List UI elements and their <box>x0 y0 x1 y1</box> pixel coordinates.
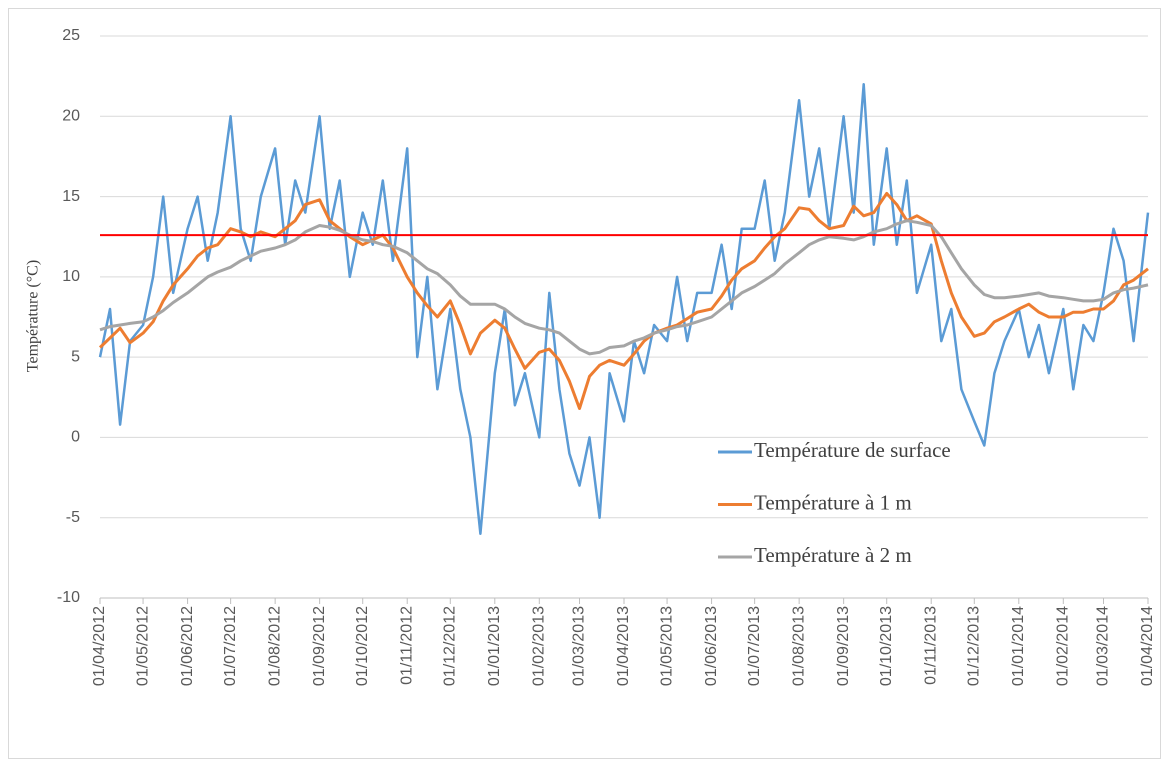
x-tick-label: 01/07/2012 <box>222 606 239 686</box>
y-tick-label: 5 <box>71 348 80 365</box>
x-tick-label: 01/01/2013 <box>486 606 503 686</box>
x-tick-label: 01/11/2013 <box>922 606 939 685</box>
y-axis-label: Température (°C) <box>25 260 42 372</box>
x-tick-label: 01/06/2013 <box>703 606 720 686</box>
y-tick-label: -5 <box>66 509 80 526</box>
x-tick-label: 01/10/2013 <box>878 606 895 686</box>
x-tick-label: 01/08/2013 <box>790 606 807 686</box>
legend-label: Température de surface <box>754 438 951 462</box>
x-tick-label: 01/04/2014 <box>1139 606 1156 686</box>
x-tick-label: 01/03/2013 <box>571 606 588 686</box>
x-tick-label: 01/04/2012 <box>91 606 108 686</box>
x-tick-label: 01/09/2013 <box>835 606 852 686</box>
y-tick-label: 15 <box>62 188 80 205</box>
x-tick-label: 01/10/2012 <box>354 606 371 686</box>
x-tick-label: 01/05/2012 <box>134 606 151 686</box>
x-tick-label: 01/11/2012 <box>398 606 415 685</box>
x-tick-label: 01/09/2012 <box>311 606 328 686</box>
x-tick-label: 01/02/2013 <box>531 606 548 686</box>
x-tick-label: 01/12/2013 <box>966 606 983 686</box>
x-tick-label: 01/07/2013 <box>746 606 763 686</box>
y-tick-label: 20 <box>62 108 80 125</box>
y-tick-label: 0 <box>71 429 80 446</box>
x-tick-label: 01/12/2012 <box>442 606 459 686</box>
y-tick-label: -10 <box>57 589 80 606</box>
chart-border <box>8 8 1161 759</box>
series-line <box>99 219 1149 356</box>
x-tick-label: 01/03/2014 <box>1095 606 1112 686</box>
x-tick-label: 01/06/2012 <box>179 606 196 686</box>
x-tick-label: 01/05/2013 <box>658 606 675 686</box>
y-tick-label: 25 <box>62 27 80 44</box>
x-tick-label: 01/02/2014 <box>1055 606 1072 686</box>
series-line <box>98 191 1149 410</box>
y-tick-label: 10 <box>62 268 80 285</box>
legend-label: Température à 1 m <box>754 490 912 514</box>
x-tick-label: 01/01/2014 <box>1010 606 1027 686</box>
x-tick-label: 01/04/2013 <box>615 606 632 686</box>
series-line <box>98 82 1150 536</box>
x-tick-label: 01/08/2012 <box>266 606 283 686</box>
legend-label: Température à 2 m <box>754 543 912 567</box>
